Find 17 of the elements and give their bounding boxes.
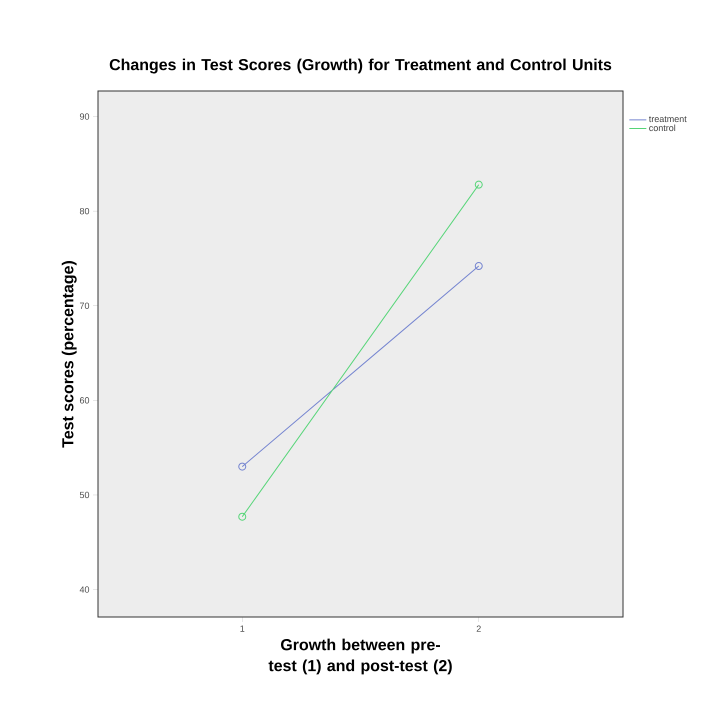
legend-label: treatment [648,116,687,122]
y-tick-label: 70 [80,302,90,309]
chart-title: Changes in Test Scores (Growth) for Treatment and Control Units [110,58,612,74]
point [238,462,246,471]
y-tick-label: 90 [80,113,90,120]
y-tick-label: 60 [80,397,90,404]
x-tick-label: 2 [476,626,481,632]
y-axis-title: Test scores (percentage) [62,261,77,448]
y-tick-label: 40 [80,586,90,593]
point [474,262,483,270]
y-tick-label: 80 [80,208,90,214]
x-axis-title: Growth between pre-test (1) and post-test (2) [268,638,452,674]
point [238,512,246,521]
y-tick-label: 50 [80,492,90,498]
legend-label: control [649,124,676,132]
x-tick-label: 1 [240,626,244,632]
point [474,180,483,189]
